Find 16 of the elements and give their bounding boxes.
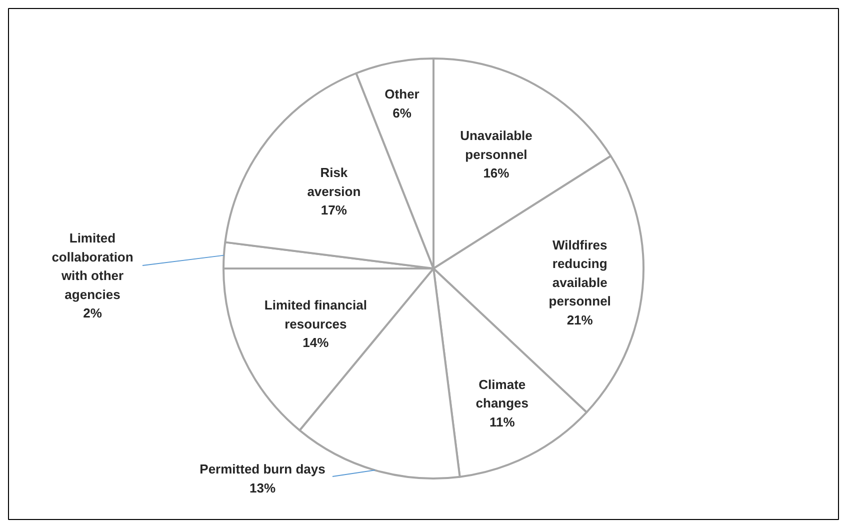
data-label: 16% xyxy=(483,166,510,181)
slice-label: Risk aversion xyxy=(307,165,361,199)
slice-label: Permitted burn days xyxy=(200,462,326,477)
slice-label: Limited financial resources xyxy=(264,298,367,332)
slice-label: Other xyxy=(384,86,420,102)
data-label: 14% xyxy=(302,335,330,350)
data-label: 2% xyxy=(83,306,102,320)
slice-label: Climate changes xyxy=(476,376,529,411)
slice-label: Unavailable personnel xyxy=(460,128,532,162)
data-label: 13% xyxy=(249,480,276,496)
data-label: 11% xyxy=(489,414,516,430)
slice-label: Limited collaboration with other agencies xyxy=(52,230,134,302)
data-label: 17% xyxy=(320,202,348,218)
data-label: 6% xyxy=(392,105,412,120)
slice-label: Wildfires reducing available personnel xyxy=(548,237,611,309)
data-label: 21% xyxy=(566,312,594,328)
